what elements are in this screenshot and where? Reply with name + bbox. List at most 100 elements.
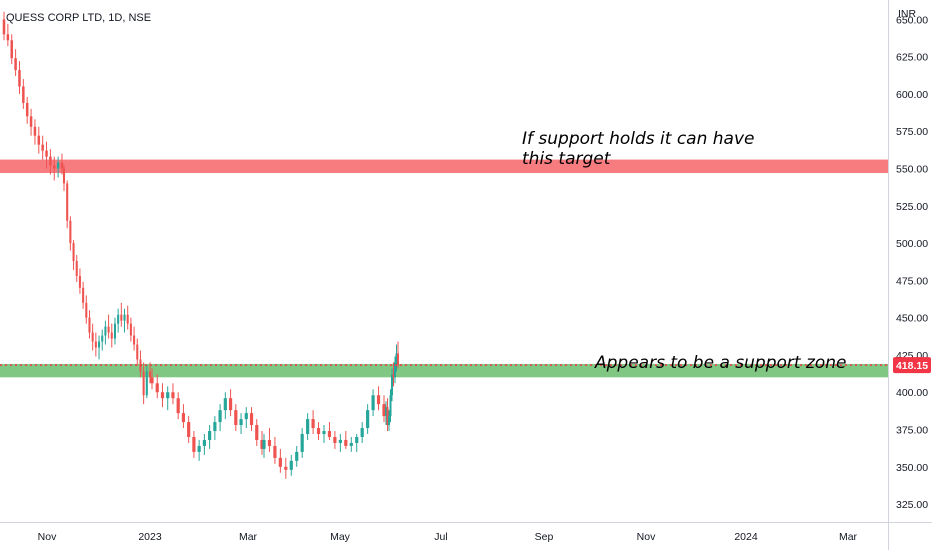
candle xyxy=(181,404,186,429)
candle xyxy=(18,61,21,94)
candle xyxy=(208,425,212,449)
candle xyxy=(155,374,159,399)
zones-layer xyxy=(0,159,888,378)
candle-body xyxy=(397,353,399,366)
candle xyxy=(110,323,113,348)
candle xyxy=(166,386,170,411)
candle xyxy=(10,34,13,65)
candle xyxy=(171,383,175,405)
candle xyxy=(187,416,191,443)
candle xyxy=(295,445,299,467)
candle xyxy=(228,389,233,417)
time-axis[interactable]: Nov 2023 Mar May Jul Sep Nov 2024 Mar xyxy=(38,531,858,543)
candle-body xyxy=(166,392,170,399)
candle-body xyxy=(213,422,217,432)
candle xyxy=(72,240,75,270)
candle-body xyxy=(366,410,370,429)
candle-body xyxy=(75,261,78,276)
candle xyxy=(386,398,389,432)
candle xyxy=(349,436,353,452)
candle-body xyxy=(145,371,148,396)
candle xyxy=(234,404,238,432)
candle xyxy=(239,413,243,435)
price-axis[interactable]: 325.00350.00375.00400.00425.00450.00475.… xyxy=(896,14,928,511)
candle xyxy=(33,119,37,145)
candle xyxy=(255,419,259,446)
candle xyxy=(197,439,201,461)
candle-body xyxy=(94,341,97,348)
candle-body xyxy=(29,116,33,127)
last-price-label-text: 418.15 xyxy=(896,360,928,372)
price-tick-label: 600.00 xyxy=(896,89,928,101)
candle-body xyxy=(72,243,75,261)
candle xyxy=(82,281,85,309)
candle xyxy=(244,407,248,429)
candle-body xyxy=(150,377,154,384)
candle xyxy=(2,11,6,41)
candle xyxy=(395,344,398,372)
candle xyxy=(316,422,321,440)
candle-body xyxy=(371,395,375,411)
candle xyxy=(88,310,91,339)
candle-body xyxy=(249,413,254,426)
candle-body xyxy=(338,439,342,443)
candle-body xyxy=(181,413,186,423)
candle-body xyxy=(289,460,293,470)
candle-body xyxy=(389,395,392,417)
candle xyxy=(218,404,222,432)
candle xyxy=(385,401,387,426)
target-note-line1: If support holds it can have xyxy=(522,129,754,149)
candle xyxy=(355,434,359,452)
candle-body xyxy=(129,323,132,336)
price-tick-label: 400.00 xyxy=(896,387,928,399)
candle xyxy=(300,428,304,458)
support-zone xyxy=(0,363,888,378)
candle xyxy=(66,180,69,229)
candle xyxy=(75,255,78,282)
candle xyxy=(176,392,180,420)
last-price-label-background xyxy=(893,357,931,374)
candle xyxy=(126,305,129,330)
candle xyxy=(37,126,41,154)
time-tick-label: Nov xyxy=(38,531,57,543)
candle xyxy=(150,368,154,390)
price-tick-label: 475.00 xyxy=(896,275,928,287)
candle-body xyxy=(104,326,107,336)
candle-body xyxy=(395,353,398,363)
chart-title: QUESS CORP LTD, 1D, NSE xyxy=(6,12,151,24)
candle xyxy=(371,389,375,417)
candle-body xyxy=(78,275,81,288)
candle xyxy=(133,326,136,351)
candle-body xyxy=(244,413,248,420)
candle-body xyxy=(142,371,145,396)
candle-body xyxy=(25,102,29,117)
candle xyxy=(56,156,60,178)
candle-body xyxy=(85,302,88,318)
candle-body xyxy=(69,220,72,244)
candle-body xyxy=(187,422,191,437)
candle-body xyxy=(322,431,326,435)
candle-body xyxy=(255,425,259,440)
candle-body xyxy=(295,451,299,461)
candle-body xyxy=(394,362,396,378)
candle-body xyxy=(2,19,6,35)
candle-body xyxy=(385,407,387,417)
candle-body xyxy=(202,439,206,446)
candle xyxy=(223,392,227,420)
candle xyxy=(388,410,390,432)
candle xyxy=(284,457,288,479)
candle-body xyxy=(197,445,201,452)
candle-body xyxy=(349,442,353,446)
price-tick-label: 575.00 xyxy=(896,126,928,138)
candle xyxy=(344,431,348,449)
candle xyxy=(327,422,332,440)
time-tick-label: Mar xyxy=(839,531,858,543)
candle xyxy=(120,302,123,327)
candle xyxy=(14,49,17,77)
target-note-line2: this target xyxy=(522,149,612,169)
candle-body xyxy=(171,392,175,399)
candle xyxy=(136,338,139,366)
